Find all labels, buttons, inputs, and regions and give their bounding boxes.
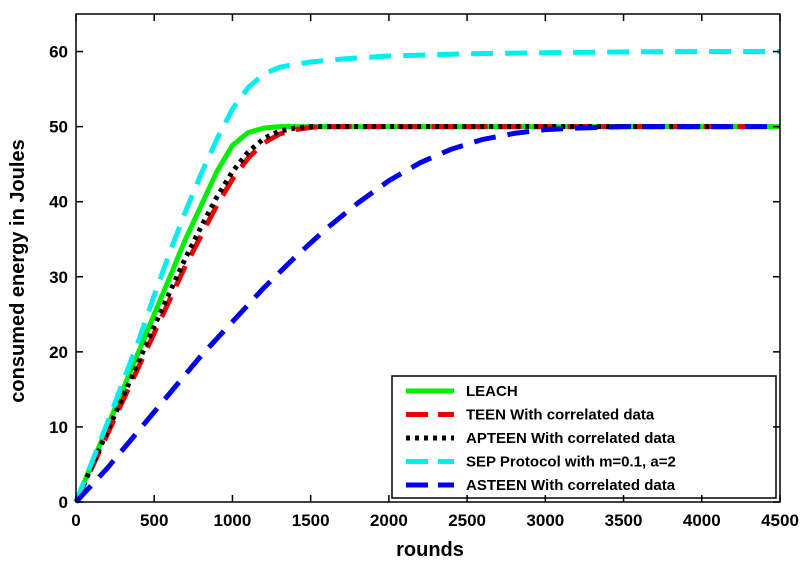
legend-box (391, 375, 777, 499)
legend: LEACH TEEN With correlated data APTEEN Wit… (391, 375, 777, 499)
legend-label-4: SEP Protocol with m=0.1, a=2 (466, 454, 676, 471)
y-tick-label: 10 (49, 418, 68, 437)
x-tick-label: 1000 (214, 511, 252, 530)
x-tick-label: 3500 (605, 511, 643, 530)
y-tick-label: 20 (49, 343, 68, 362)
series-line-2 (73, 124, 749, 504)
x-tick-label: 500 (140, 511, 168, 530)
x-tick-label: 4000 (683, 511, 721, 530)
y-tick-label: 60 (49, 43, 68, 62)
axes-frame: 0 500 1000 1500 2000 2500 3000 3500 4000 4500 0 10 2… (49, 13, 799, 530)
x-tick-label: 3000 (526, 511, 564, 530)
y-tick-label: 0 (59, 493, 68, 512)
series-line-3 (73, 124, 734, 504)
legend-label-3: APTEEN With correlated data (466, 430, 676, 447)
legend-label-2: TEEN With correlated data (466, 407, 655, 424)
series-line-5 (74, 124, 780, 504)
x-axis-label: rounds (396, 539, 464, 561)
legend-label-5: ASTEEN With correlated data (466, 477, 676, 494)
x-tick-label: 0 (71, 511, 80, 530)
series-line-4 (73, 49, 780, 503)
y-tick-label: 40 (49, 193, 68, 212)
plot-area (73, 49, 780, 504)
y-tick-label: 30 (49, 268, 68, 287)
axes-box (75, 13, 781, 503)
x-tick-label: 2500 (448, 511, 486, 530)
x-tick-label: 4500 (761, 511, 799, 530)
x-tick-label: 2000 (370, 511, 408, 530)
y-tick-label: 50 (49, 118, 68, 137)
legend-label-1: LEACH (466, 383, 518, 400)
x-tick-label: 1500 (292, 511, 330, 530)
y-axis-label: consumed energy in Joules (7, 139, 29, 402)
